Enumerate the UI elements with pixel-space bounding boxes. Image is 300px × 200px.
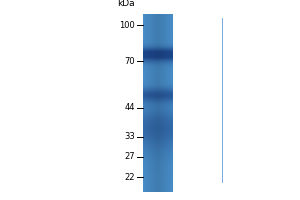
Text: 44: 44	[124, 103, 135, 112]
Text: 27: 27	[124, 152, 135, 161]
Text: kDa: kDa	[117, 0, 135, 8]
Text: 100: 100	[119, 21, 135, 30]
Text: 70: 70	[124, 57, 135, 66]
Text: 33: 33	[124, 132, 135, 141]
Text: 22: 22	[124, 173, 135, 182]
